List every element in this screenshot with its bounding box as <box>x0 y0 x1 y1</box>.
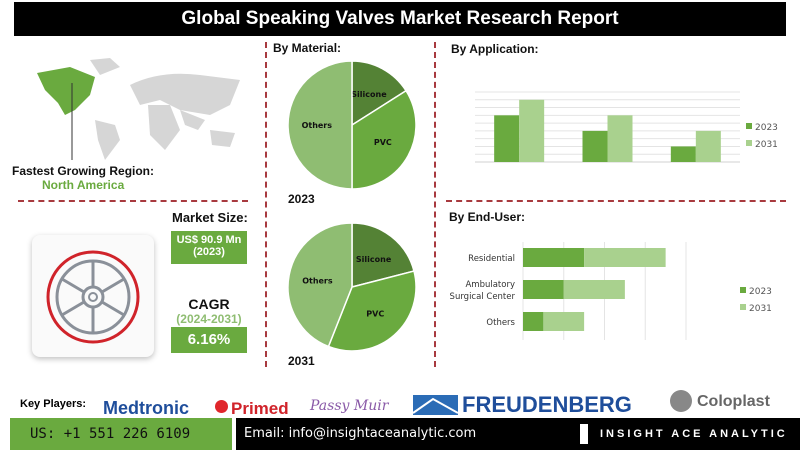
pie-label: Others <box>302 276 333 285</box>
pie-label: Silicone <box>351 90 387 99</box>
world-map-icon <box>37 58 240 160</box>
pie-slice-silicone <box>351 222 415 288</box>
legend-label: 2031 <box>749 304 772 314</box>
end-user-bar-chart: Residential Ambulatory Surgical Center Othe… <box>450 242 772 340</box>
pie-slice-silicone <box>351 60 408 127</box>
valve-icon-card <box>32 235 154 357</box>
category-label: Others <box>486 318 515 328</box>
logo-primed: Primed <box>231 399 289 418</box>
bar-2023 <box>582 130 608 162</box>
logo-passy-muir: Passy Muir <box>310 398 389 414</box>
application-bar-chart: TracheostomyLaryngectomyOthers20232031 <box>475 91 778 163</box>
freudenberg-logo-icon <box>413 395 458 415</box>
pie-label: Others <box>302 121 333 130</box>
brand-name: INSIGHT ACE ANALYTIC <box>600 428 788 440</box>
divider <box>446 200 786 202</box>
material-title: By Material: <box>273 41 342 55</box>
bar-2023 <box>523 280 564 299</box>
legend-swatch <box>746 123 752 129</box>
cagr-period: (2024-2031) <box>176 312 242 326</box>
brand-logo-icon <box>580 424 588 444</box>
region-value: North America <box>42 178 125 192</box>
pie-caption-2023: 2023 <box>288 192 315 206</box>
cagr-value: 6.16% <box>171 327 247 353</box>
bar-2023 <box>494 115 520 162</box>
primed-logo-icon <box>215 400 228 413</box>
category-label: Ambulatory <box>465 280 515 290</box>
pie-slice-pvc <box>327 270 417 352</box>
phone[interactable]: US: +1 551 226 6109 <box>10 418 232 450</box>
legend-label: 2023 <box>755 123 778 133</box>
pie-caption-2031: 2031 <box>288 354 315 368</box>
divider <box>434 42 436 367</box>
legend-swatch <box>746 140 752 146</box>
cagr-label: CAGR <box>188 296 230 312</box>
bar-2023 <box>670 146 696 162</box>
market-size-value: US$ 90.9 Mn <box>176 234 242 246</box>
logo-freudenberg: FREUDENBERG <box>462 392 632 417</box>
pie-label: PVC <box>366 309 384 318</box>
coloplast-logo-icon <box>670 390 692 412</box>
pie-chart-2031: Silicone PVC Others <box>287 222 417 352</box>
email[interactable]: Email: info@insightaceanalytic.com <box>244 426 477 441</box>
category-label: Surgical Center <box>450 292 516 302</box>
category-label: Residential <box>468 254 515 264</box>
bar-2031 <box>695 130 721 162</box>
application-title: By Application: <box>451 42 539 56</box>
pie-slice-pvc <box>351 89 417 190</box>
market-size-label: Market Size: <box>172 210 248 225</box>
end-user-title: By End-User: <box>449 210 526 224</box>
legend-label: 2031 <box>755 140 778 150</box>
divider <box>265 42 267 367</box>
logo-medtronic: Medtronic <box>103 398 190 418</box>
logo-coloplast: Coloplast <box>697 393 770 410</box>
pie-slice-others <box>287 222 353 348</box>
pie-chart-2023: Silicone PVC Others <box>287 60 417 190</box>
bar-2031 <box>584 248 666 267</box>
key-players-label: Key Players: <box>20 398 87 410</box>
pie-label: PVC <box>374 138 392 147</box>
bar-2031 <box>607 115 633 162</box>
bar-2031 <box>519 99 545 162</box>
region-label: Fastest Growing Region: <box>12 164 155 178</box>
market-size-box: US$ 90.9 Mn (2023) <box>171 231 247 264</box>
legend-swatch <box>740 287 746 293</box>
legend-swatch <box>740 304 746 310</box>
bar-2031 <box>563 280 625 299</box>
bar-2023 <box>523 312 544 331</box>
pie-label: Silicone <box>356 255 392 264</box>
pie-slice-others <box>287 60 353 190</box>
legend-label: 2023 <box>749 287 772 297</box>
page-title: Global Speaking Valves Market Research R… <box>14 2 786 36</box>
footer-bar: Email: info@insightaceanalytic.com INSIG… <box>236 418 800 450</box>
bar-2031 <box>543 312 585 331</box>
divider <box>18 200 248 202</box>
bar-2023 <box>523 248 585 267</box>
market-size-year: (2023) <box>193 246 225 258</box>
valve-icon <box>46 250 140 344</box>
